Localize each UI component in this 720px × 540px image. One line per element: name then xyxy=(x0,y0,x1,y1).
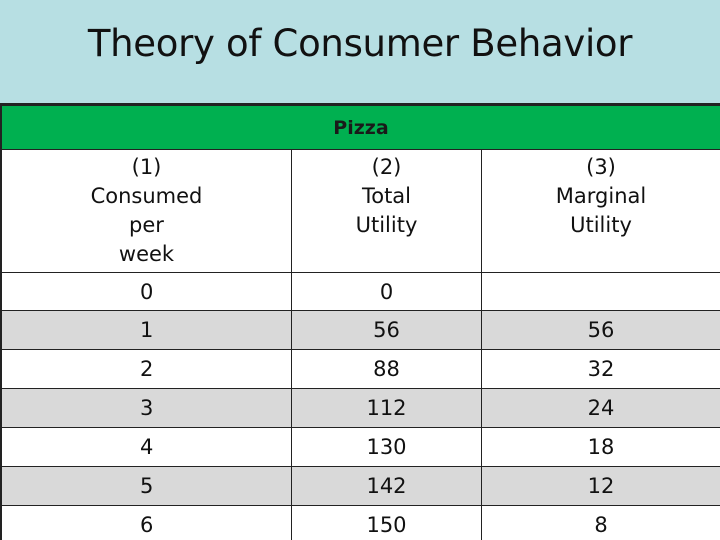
cell-total-utility: 142 xyxy=(291,466,482,506)
header-line: (3) xyxy=(586,155,616,179)
cell-total-utility: 130 xyxy=(291,427,482,467)
table-row: 3 112 24 xyxy=(1,388,720,428)
cell-consumed: 6 xyxy=(1,505,292,540)
cell-total-utility: 0 xyxy=(291,272,482,311)
header-consumed: (1) Consumed per week xyxy=(1,149,292,273)
cell-total-utility: 150 xyxy=(291,505,482,540)
header-line: (1) xyxy=(131,155,162,179)
cell-marginal-utility: 32 xyxy=(481,349,720,389)
cell-total-utility: 112 xyxy=(291,388,482,428)
table-row: 6 150 8 xyxy=(1,505,720,540)
banner-row: Pizza xyxy=(1,105,720,150)
header-line: (2) xyxy=(371,155,402,179)
cell-consumed: 4 xyxy=(1,427,292,467)
cell-marginal-utility xyxy=(481,272,720,311)
banner-label: Pizza xyxy=(1,105,720,150)
header-row: (1) Consumed per week (2) Total Utility … xyxy=(1,149,720,273)
cell-consumed: 1 xyxy=(1,310,292,350)
header-line: Consumed xyxy=(90,184,203,208)
header-line: Marginal xyxy=(555,184,647,208)
cell-consumed: 2 xyxy=(1,349,292,389)
table-row: 0 0 xyxy=(1,272,720,311)
slide-title: Theory of Consumer Behavior xyxy=(87,22,633,65)
cell-marginal-utility: 8 xyxy=(481,505,720,540)
cell-marginal-utility: 12 xyxy=(481,466,720,506)
cell-consumed: 0 xyxy=(1,272,292,311)
header-line: Total xyxy=(361,184,412,208)
header-line: Utility xyxy=(355,213,418,237)
cell-marginal-utility: 56 xyxy=(481,310,720,350)
cell-total-utility: 56 xyxy=(291,310,482,350)
header-total-utility: (2) Total Utility xyxy=(291,149,482,273)
cell-consumed: 3 xyxy=(1,388,292,428)
cell-marginal-utility: 24 xyxy=(481,388,720,428)
table-row: 1 56 56 xyxy=(1,310,720,350)
cell-marginal-utility: 18 xyxy=(481,427,720,467)
table-row: 5 142 12 xyxy=(1,466,720,506)
cell-consumed: 5 xyxy=(1,466,292,506)
utility-table: Pizza (1) Consumed per week (2) Total Ut… xyxy=(0,103,720,540)
header-line: week xyxy=(118,242,175,266)
cell-total-utility: 88 xyxy=(291,349,482,389)
table-row: 4 130 18 xyxy=(1,427,720,467)
table-row: 2 88 32 xyxy=(1,349,720,389)
header-line: per xyxy=(129,213,164,237)
header-line: Utility xyxy=(570,213,632,237)
header-marginal-utility: (3) Marginal Utility xyxy=(481,149,720,273)
